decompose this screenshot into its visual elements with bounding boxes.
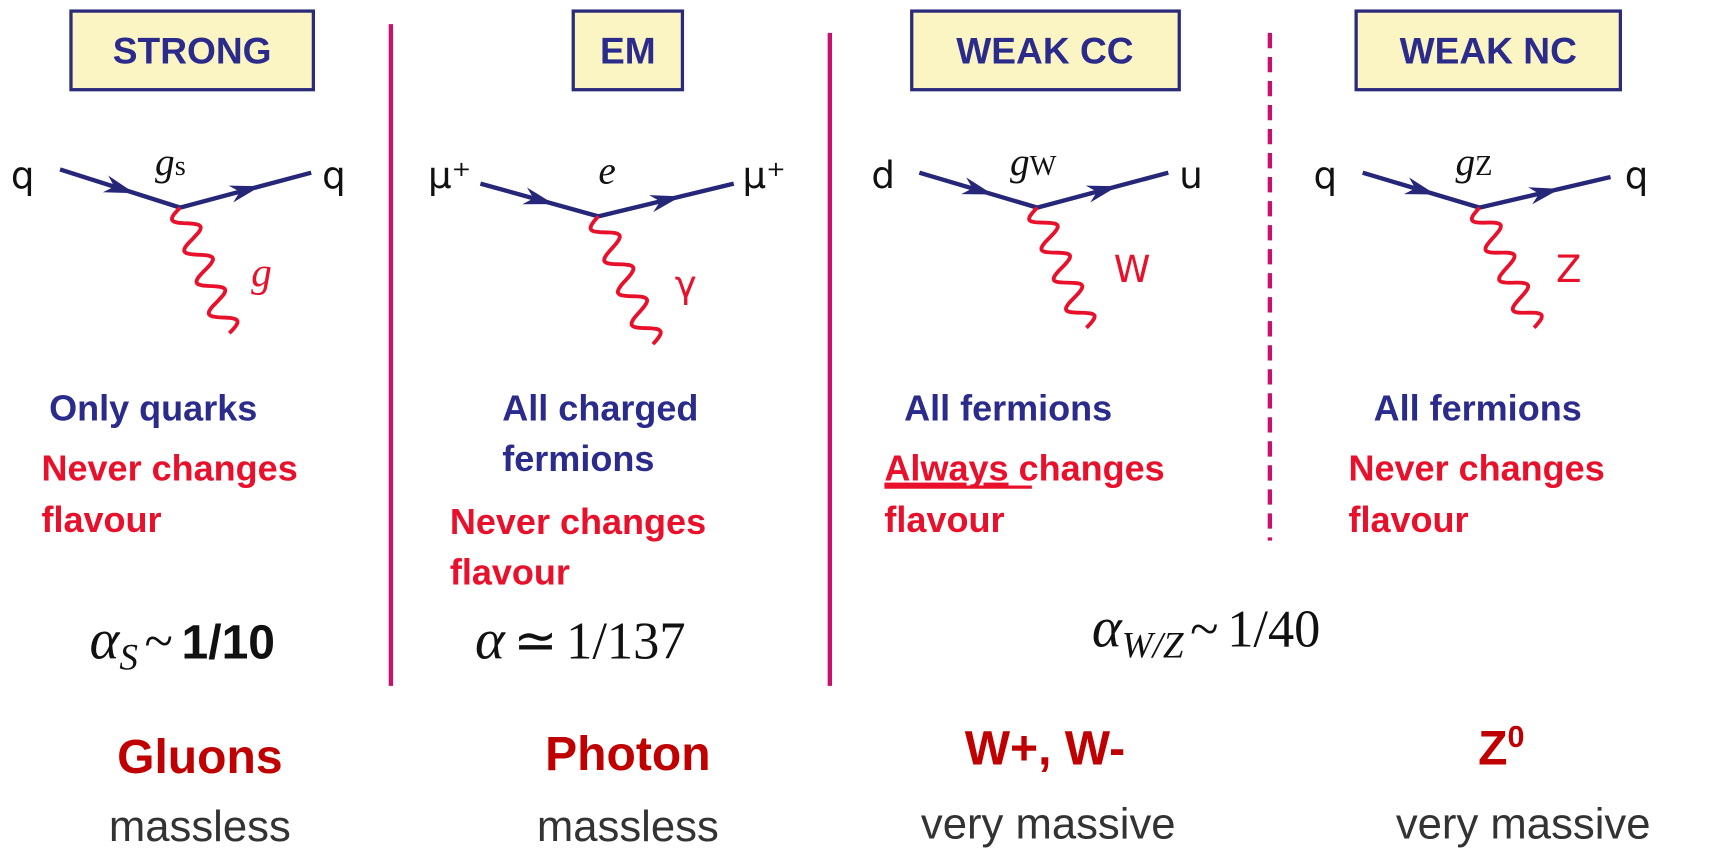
description: flavour bbox=[884, 499, 1004, 540]
boson-symbol: Z bbox=[1556, 248, 1581, 291]
arrow-head bbox=[1085, 185, 1118, 203]
coupling-sub: W bbox=[1030, 151, 1057, 182]
feynman-diagrams bbox=[59, 167, 1612, 346]
boson-symbol: g bbox=[251, 249, 272, 295]
boson-mass: very massive bbox=[1396, 800, 1651, 849]
alpha: α bbox=[90, 609, 121, 672]
boson-line bbox=[1469, 206, 1544, 330]
title-box bbox=[571, 9, 685, 92]
particle-in: μ⁺ bbox=[428, 154, 471, 197]
boson-mass: massless bbox=[109, 802, 291, 851]
description: Never changes bbox=[1348, 448, 1604, 489]
arrow-head bbox=[1403, 177, 1436, 195]
particle-in: q bbox=[11, 154, 35, 197]
boson-line bbox=[588, 215, 663, 346]
boson-name: W+, W- bbox=[965, 722, 1125, 775]
coupling-symbol: g bbox=[1455, 140, 1475, 184]
boson-mass: massless bbox=[537, 802, 719, 851]
panel-title: WEAK NC bbox=[1400, 29, 1577, 71]
description: flavour bbox=[450, 551, 570, 592]
panel-title: WEAK CC bbox=[956, 29, 1133, 71]
arrow-head bbox=[961, 177, 993, 195]
boson-name-sup: 0 bbox=[1508, 720, 1525, 754]
particle-out: u bbox=[1179, 154, 1203, 197]
relation: ~ bbox=[1190, 601, 1218, 659]
description: fermions bbox=[502, 438, 654, 479]
boson-symbol: W bbox=[1114, 248, 1151, 291]
boson-line bbox=[1027, 206, 1097, 330]
boson-name: Photon bbox=[545, 728, 710, 781]
coupling: gW bbox=[1010, 140, 1057, 184]
particle-in: d bbox=[871, 154, 895, 197]
description: flavour bbox=[41, 499, 161, 540]
particle-out: μ⁺ bbox=[742, 154, 785, 197]
alpha-sub: S bbox=[119, 637, 138, 678]
coupling-symbol: g bbox=[1010, 140, 1030, 184]
title-box bbox=[1354, 9, 1623, 92]
boson-line bbox=[170, 206, 240, 335]
description: Always changes bbox=[884, 448, 1164, 489]
description: All fermions bbox=[904, 388, 1112, 429]
title-box bbox=[910, 9, 1181, 92]
boson-mass: very massive bbox=[921, 800, 1176, 849]
description: Never changes bbox=[41, 448, 297, 489]
arrow-head bbox=[522, 187, 555, 205]
particle-out: q bbox=[1625, 154, 1649, 197]
boson-symbol: γ bbox=[675, 263, 697, 306]
boson-name-main: Z bbox=[1478, 722, 1507, 775]
arrow-head bbox=[228, 185, 261, 203]
alpha-value: 1/10 bbox=[182, 617, 275, 670]
arrow-head bbox=[102, 175, 135, 194]
panel-title: STRONG bbox=[113, 29, 272, 71]
coupling-strength: αS ~1/10 bbox=[90, 609, 275, 679]
description: flavour bbox=[1348, 499, 1468, 540]
coupling-sub: Z bbox=[1475, 151, 1492, 182]
alpha-value: 1/40 bbox=[1227, 601, 1320, 659]
coupling-strength: α ≃ 1/137 bbox=[475, 609, 686, 672]
arrow-head bbox=[649, 195, 681, 213]
description: Never changes bbox=[450, 501, 706, 542]
alpha-value: 1/137 bbox=[566, 613, 685, 671]
alpha: α bbox=[475, 609, 506, 672]
alpha: α bbox=[1092, 597, 1123, 660]
alpha-sub: W/Z bbox=[1122, 625, 1184, 666]
coupling: gZ bbox=[1455, 140, 1492, 184]
emphasis: Always bbox=[884, 448, 1008, 489]
description: All charged bbox=[502, 388, 698, 429]
arrow-head bbox=[1528, 187, 1560, 205]
boson-name: Z0 bbox=[1478, 720, 1524, 775]
relation: ~ bbox=[144, 613, 172, 671]
panel-title: EM bbox=[600, 29, 656, 71]
description: Only quarks bbox=[49, 388, 257, 429]
text: changes bbox=[1019, 448, 1165, 489]
particle-in: q bbox=[1314, 154, 1338, 197]
coupling: e bbox=[598, 149, 615, 193]
description: All fermions bbox=[1374, 388, 1582, 429]
coupling-strength: αW/Z ~1/40 bbox=[1092, 597, 1320, 667]
coupling-sub: s bbox=[175, 151, 186, 182]
title-box bbox=[69, 9, 316, 92]
relation: ≃ bbox=[514, 613, 558, 671]
particle-out: q bbox=[322, 154, 346, 197]
coupling-symbol: g bbox=[155, 140, 175, 184]
boson-name: Gluons bbox=[117, 731, 282, 784]
coupling: gs bbox=[155, 140, 186, 184]
